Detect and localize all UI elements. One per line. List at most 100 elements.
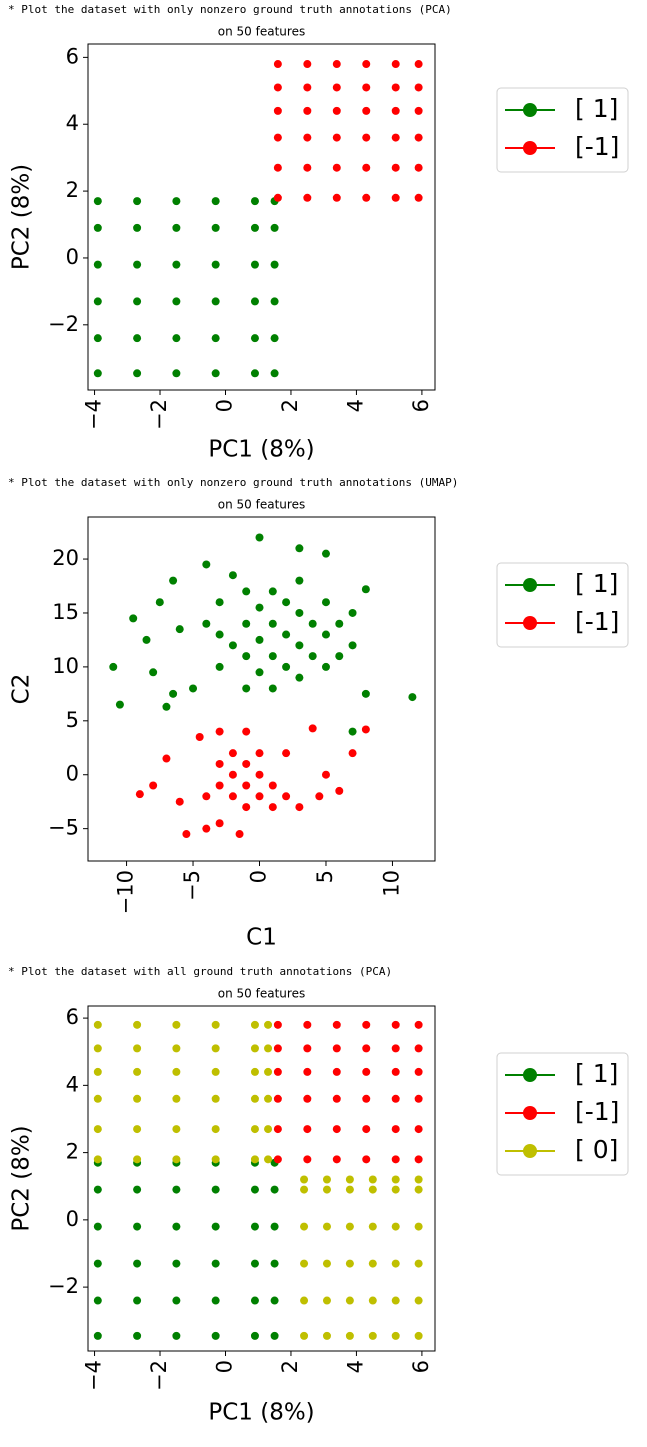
point xyxy=(391,1020,400,1029)
axes-frame xyxy=(87,516,436,862)
point xyxy=(172,334,181,343)
point xyxy=(332,1020,341,1029)
point xyxy=(335,786,344,795)
legend-marker xyxy=(523,578,537,592)
point xyxy=(332,1094,341,1103)
point xyxy=(149,668,158,677)
point xyxy=(391,1296,400,1305)
point xyxy=(242,587,251,596)
y-axis-label: PC2 (8%) xyxy=(9,164,35,270)
point xyxy=(391,1222,400,1231)
point xyxy=(264,1125,273,1134)
point xyxy=(270,369,279,378)
point xyxy=(308,619,317,628)
point xyxy=(273,193,282,202)
point xyxy=(391,83,400,92)
point xyxy=(242,619,251,628)
point xyxy=(133,1331,142,1340)
point xyxy=(362,133,371,142)
point xyxy=(332,193,341,202)
point xyxy=(93,1331,102,1340)
point xyxy=(93,260,102,269)
point xyxy=(391,1259,400,1268)
point xyxy=(361,725,370,734)
point xyxy=(303,1020,312,1029)
point xyxy=(93,1044,102,1053)
x-tick-label: 2 xyxy=(278,1360,302,1373)
point xyxy=(250,1296,259,1305)
point xyxy=(172,223,181,232)
point xyxy=(93,297,102,306)
point xyxy=(414,1296,423,1305)
point xyxy=(172,1296,181,1305)
point xyxy=(250,1020,259,1029)
point xyxy=(270,1185,279,1194)
point xyxy=(250,1044,259,1053)
point xyxy=(308,652,317,661)
point xyxy=(362,1125,371,1134)
point xyxy=(303,1067,312,1076)
point xyxy=(273,106,282,115)
point xyxy=(93,1125,102,1134)
point xyxy=(211,297,220,306)
point xyxy=(414,1185,423,1194)
point xyxy=(215,630,224,639)
point xyxy=(133,369,142,378)
point xyxy=(215,819,224,828)
point xyxy=(172,197,181,206)
point xyxy=(270,334,279,343)
point xyxy=(250,1125,259,1134)
point xyxy=(322,1175,331,1184)
point xyxy=(250,1067,259,1076)
y-tick-label: −2 xyxy=(48,312,79,336)
point xyxy=(391,1067,400,1076)
point xyxy=(228,792,237,801)
point xyxy=(264,1155,273,1164)
point xyxy=(391,193,400,202)
point xyxy=(361,689,370,698)
x-tick-label: 0 xyxy=(247,870,271,883)
point xyxy=(362,1094,371,1103)
point xyxy=(362,60,371,69)
point xyxy=(362,1067,371,1076)
point xyxy=(172,1125,181,1134)
point xyxy=(270,1222,279,1231)
y-tick-label: 0 xyxy=(66,1207,79,1231)
point xyxy=(362,193,371,202)
y-tick-label: 20 xyxy=(52,546,79,570)
point xyxy=(250,297,259,306)
point xyxy=(162,702,171,711)
point xyxy=(414,60,423,69)
point xyxy=(264,1044,273,1053)
point xyxy=(408,693,417,702)
point xyxy=(172,1094,181,1103)
legend-marker xyxy=(523,103,537,117)
point xyxy=(270,1296,279,1305)
point xyxy=(303,1125,312,1134)
legend-label: [ 1] xyxy=(575,94,618,123)
point xyxy=(169,689,178,698)
point xyxy=(172,1067,181,1076)
legend-label: [ 1] xyxy=(575,569,618,598)
point xyxy=(391,1044,400,1053)
legend-label: [ 0] xyxy=(575,1135,618,1164)
point xyxy=(250,260,259,269)
point xyxy=(133,1020,142,1029)
point xyxy=(282,662,291,671)
point xyxy=(391,1155,400,1164)
point xyxy=(332,60,341,69)
point xyxy=(93,197,102,206)
point xyxy=(211,1020,220,1029)
point xyxy=(255,792,264,801)
point xyxy=(129,614,138,623)
point xyxy=(211,369,220,378)
point xyxy=(273,1155,282,1164)
point xyxy=(270,260,279,269)
point xyxy=(303,60,312,69)
point xyxy=(268,803,277,812)
point xyxy=(250,223,259,232)
point xyxy=(175,625,184,634)
point xyxy=(135,790,144,799)
point xyxy=(172,1185,181,1194)
point xyxy=(414,1125,423,1134)
